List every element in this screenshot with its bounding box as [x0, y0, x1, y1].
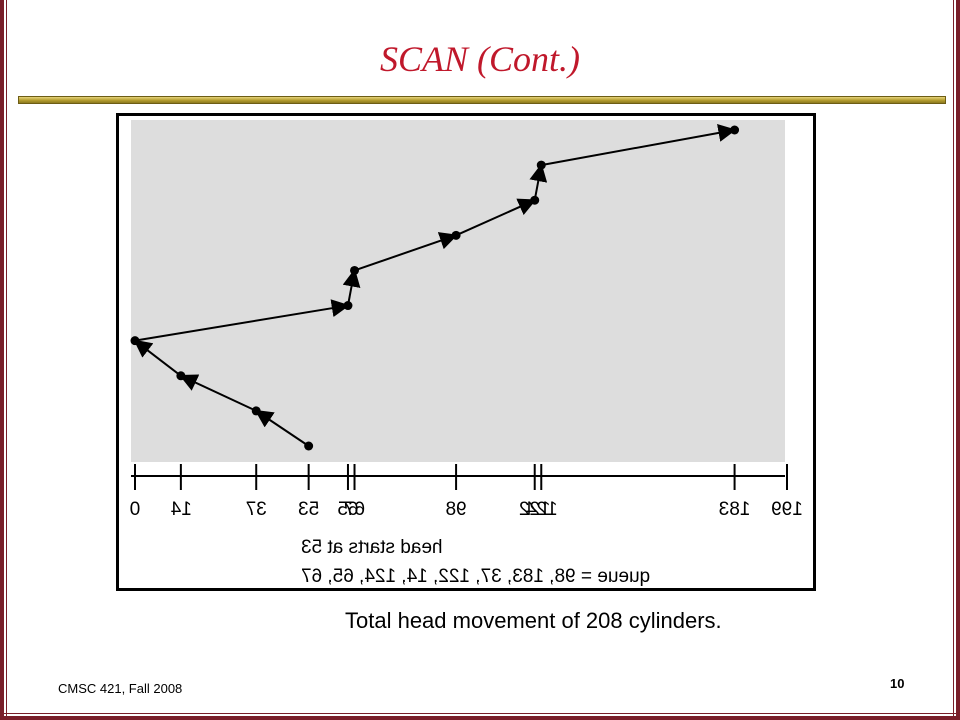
head-position-point	[130, 336, 140, 346]
head-move-arrow	[455, 198, 537, 237]
head-move-arrow	[342, 268, 361, 306]
slide-frame-left-inner	[6, 0, 7, 720]
axis-tick-label: 199	[771, 499, 803, 520]
queue-text: queue = 98, 183, 37, 122, 14, 124, 65, 6…	[301, 566, 650, 587]
head-position-point	[536, 160, 546, 170]
slide-frame-left	[0, 0, 4, 720]
axis-tick-label: 65	[337, 499, 358, 520]
head-move-arrow	[529, 163, 548, 201]
axis-tick-label: 0	[130, 499, 141, 520]
slide-frame-bottom	[0, 716, 960, 720]
head-position-point	[176, 371, 186, 381]
head-position-point	[451, 230, 461, 240]
course-footer: CMSC 421, Fall 2008	[58, 681, 183, 696]
axis-tick-label: 183	[719, 499, 751, 520]
slide-frame-bottom-inner	[0, 713, 960, 714]
slide-frame-right-inner	[953, 0, 954, 720]
head-position-point	[530, 195, 540, 205]
total-movement-caption: Total head movement of 208 cylinders.	[345, 608, 722, 633]
head-position-point	[343, 301, 353, 311]
head-move-arrow	[254, 409, 310, 447]
head-position-point	[304, 441, 314, 451]
slide-frame-right	[956, 0, 960, 720]
axis-tick-label: 14	[170, 499, 192, 520]
plot-background	[131, 120, 785, 462]
scan-diagram: 0 14 37 53 65 67 98 122 124 183 199 head starts at…	[116, 113, 816, 591]
axis-tick-label: 53	[298, 499, 319, 520]
head-start-text: head starts at 53	[301, 537, 443, 558]
axis-tick-label: 37	[246, 499, 267, 520]
axis-tick-label: 67	[344, 499, 365, 520]
head-position-point	[730, 125, 740, 135]
slide-title: SCAN (Cont.)	[379, 39, 580, 79]
head-move-arrow	[179, 374, 257, 412]
head-move-arrow	[133, 339, 182, 377]
axis-tick-label: 122	[519, 499, 551, 520]
axis-tick-label: 98	[446, 499, 467, 520]
head-move-arrow	[541, 124, 737, 167]
head-move-arrow	[134, 299, 350, 342]
head-move-arrow	[354, 232, 458, 272]
page-number: 10	[890, 676, 905, 691]
axis-tick-label: 124	[525, 499, 557, 520]
head-position-point	[251, 406, 261, 416]
title-divider-bar	[18, 96, 946, 104]
head-position-point	[350, 265, 360, 275]
